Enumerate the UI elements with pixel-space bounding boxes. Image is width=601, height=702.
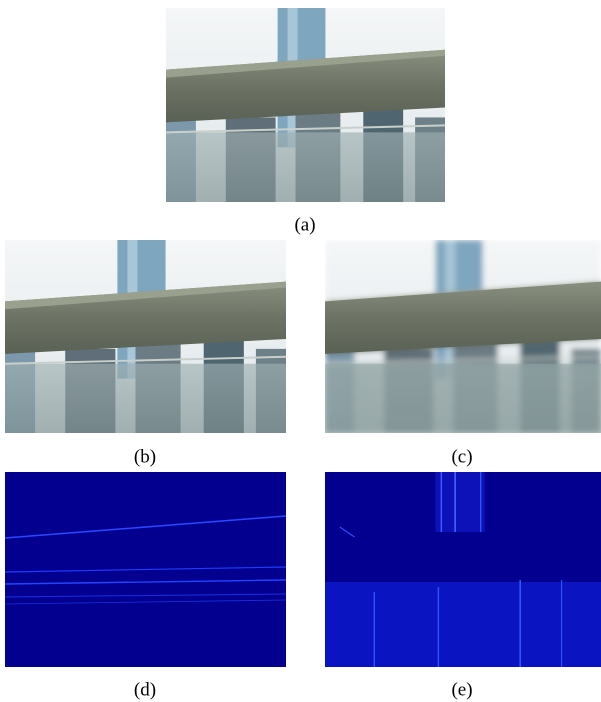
image-e: [325, 472, 601, 667]
caption: (d): [134, 679, 156, 700]
figure: (a) (b) (c) (d) (e): [0, 0, 601, 702]
image-d: [5, 472, 286, 667]
caption: (b): [134, 446, 156, 467]
caption: (e): [451, 679, 472, 700]
image-c: [325, 240, 601, 433]
image-b: [5, 240, 286, 433]
caption: (a): [294, 214, 315, 235]
caption: (c): [451, 446, 472, 467]
image-a: [166, 8, 445, 202]
